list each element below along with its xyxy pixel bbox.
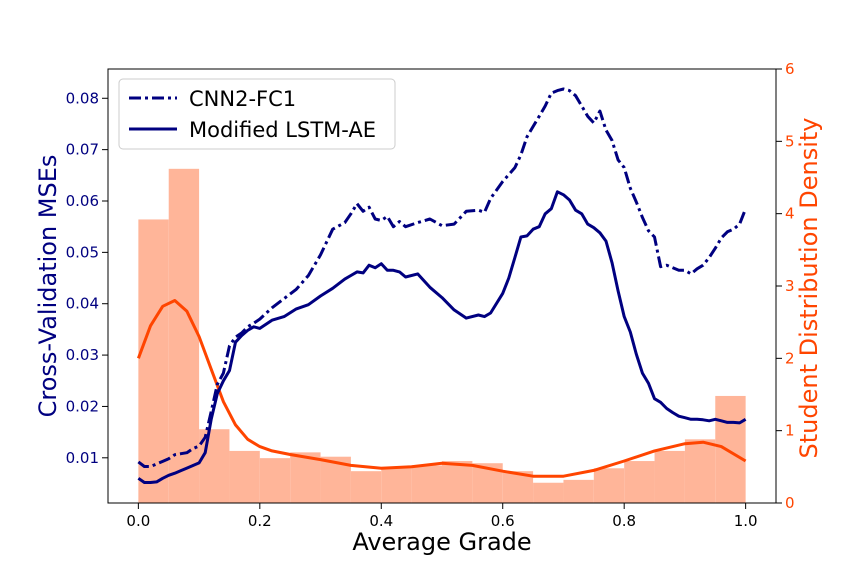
histogram-bar bbox=[290, 452, 321, 503]
histogram-bar bbox=[168, 168, 200, 503]
histogram-bar bbox=[350, 471, 382, 503]
density-curve bbox=[136, 299, 747, 478]
x-tick-label: 0.4 bbox=[369, 512, 393, 530]
series-line-1 bbox=[137, 190, 747, 484]
y-left-tick-label: 0.05 bbox=[66, 243, 99, 261]
histogram-bar bbox=[229, 450, 260, 503]
x-tick-label: 1.0 bbox=[734, 512, 758, 530]
y-right-tick-label: 4 bbox=[785, 205, 795, 223]
y-left-tick-label: 0.04 bbox=[66, 295, 99, 313]
legend: CNN2-FC1 Modified LSTM-AE bbox=[118, 78, 396, 150]
y-left-tick-label: 0.06 bbox=[66, 192, 99, 210]
y-left-tick-label: 0.08 bbox=[66, 89, 99, 107]
histogram-bar bbox=[381, 466, 412, 503]
y-right-tick-label: 6 bbox=[785, 60, 795, 78]
x-axis: 0.0 0.2 0.4 0.6 0.8 1.0 bbox=[126, 503, 758, 530]
x-axis-label: Average Grade bbox=[352, 528, 531, 556]
series-line-0 bbox=[137, 87, 747, 468]
y-right-tick-label: 1 bbox=[785, 422, 795, 440]
histogram-bar bbox=[259, 458, 291, 503]
x-tick-label: 0.0 bbox=[126, 512, 150, 530]
histogram-bar bbox=[533, 482, 564, 503]
histogram-bar bbox=[654, 450, 685, 503]
x-tick-label: 0.6 bbox=[491, 512, 515, 530]
y-axis-left-label: Cross-Validation MSEs bbox=[34, 155, 62, 418]
histogram-bar bbox=[624, 461, 655, 503]
histogram-bar bbox=[138, 219, 169, 503]
y-right-tick-label: 0 bbox=[785, 494, 795, 512]
histogram-bar bbox=[199, 429, 230, 503]
histogram-bar bbox=[715, 395, 746, 503]
x-tick-label: 0.8 bbox=[612, 512, 636, 530]
legend-box bbox=[118, 78, 396, 150]
histogram-bar bbox=[684, 439, 716, 503]
legend-label-cnn2-fc1: CNN2-FC1 bbox=[189, 87, 296, 111]
histogram-bar bbox=[593, 468, 625, 503]
y-left-tick-label: 0.02 bbox=[66, 397, 99, 415]
y-right-tick-label: 3 bbox=[785, 277, 795, 295]
y-right-tick-label: 2 bbox=[785, 349, 795, 367]
x-tick-label: 0.2 bbox=[248, 512, 272, 530]
y-left-tick-label: 0.03 bbox=[66, 346, 99, 364]
y-left-tick-label: 0.01 bbox=[66, 449, 99, 467]
y-axis-right-label: Student Distribution Density bbox=[795, 118, 823, 459]
histogram-bar bbox=[563, 479, 594, 503]
y-axis-right: 0 1 2 3 4 5 6 bbox=[776, 60, 795, 512]
y-left-tick-label: 0.07 bbox=[66, 141, 99, 159]
y-right-tick-label: 5 bbox=[785, 132, 795, 150]
histogram-bar bbox=[411, 465, 442, 503]
y-axis-left: 0.01 0.02 0.03 0.04 0.05 0.06 0.07 0.08 bbox=[66, 89, 108, 467]
legend-label-modified-lstm-ae: Modified LSTM-AE bbox=[189, 118, 376, 142]
histogram-bar bbox=[442, 461, 473, 503]
series-lines bbox=[136, 87, 747, 484]
histogram-bars bbox=[138, 168, 746, 503]
